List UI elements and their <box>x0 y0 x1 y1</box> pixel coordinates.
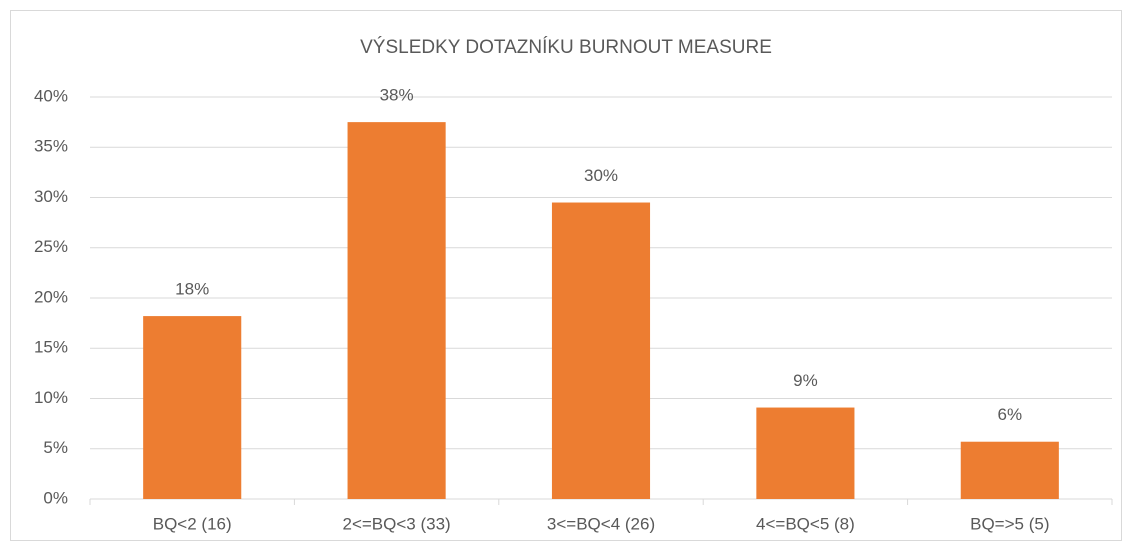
data-label: 30% <box>584 166 618 185</box>
y-tick-label: 25% <box>34 237 68 256</box>
bar <box>347 122 446 499</box>
bar <box>551 202 651 499</box>
x-tick-label: 2<=BQ<3 (33) <box>342 514 450 533</box>
bar <box>143 316 242 499</box>
data-label: 38% <box>380 86 414 105</box>
y-tick-label: 10% <box>34 388 68 407</box>
bar <box>756 407 855 499</box>
x-tick-label: BQ<2 (16) <box>153 514 232 533</box>
bar <box>960 441 1059 499</box>
chart-title: VÝSLEDKY DOTAZNÍKU BURNOUT MEASURE <box>360 37 772 58</box>
y-tick-label: 30% <box>34 187 68 206</box>
y-tick-label: 15% <box>34 338 68 357</box>
data-label: 18% <box>175 280 209 299</box>
data-label: 6% <box>998 405 1023 424</box>
x-tick-label: BQ=>5 (5) <box>970 514 1049 533</box>
x-tick-label: 4<=BQ<5 (8) <box>756 514 855 533</box>
y-tick-label: 35% <box>34 137 68 156</box>
y-tick-label: 5% <box>43 438 68 457</box>
y-tick-label: 20% <box>34 287 68 306</box>
data-label: 9% <box>793 371 818 390</box>
x-tick-label: 3<=BQ<4 (26) <box>547 514 655 533</box>
y-tick-label: 40% <box>34 86 68 105</box>
y-tick-label: 0% <box>43 488 68 507</box>
